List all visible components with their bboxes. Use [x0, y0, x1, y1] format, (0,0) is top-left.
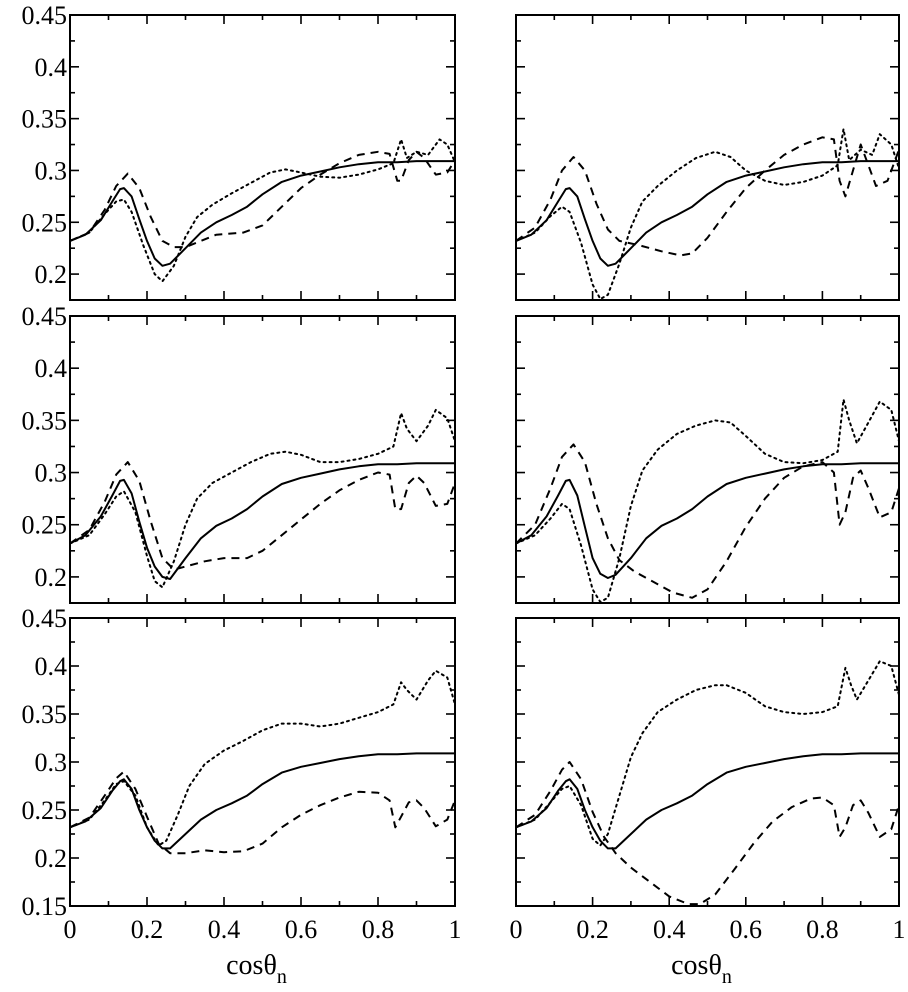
plot-frame	[515, 315, 900, 604]
y-tick-label: 0.4	[35, 652, 68, 681]
plot-frame	[515, 617, 900, 907]
x-tick-label: 0.6	[730, 915, 763, 944]
y-tick-label: 0.3	[35, 748, 68, 777]
y-tick-label: 0.15	[22, 892, 68, 921]
x-tick-label: 0.6	[285, 915, 318, 944]
series-line-dashed	[516, 443, 899, 599]
x-tick-label: 0.4	[208, 915, 241, 944]
series-line-dashed	[70, 150, 455, 249]
y-tick-label: 0.2	[35, 844, 68, 873]
series-line-dashed	[516, 136, 899, 257]
y-tick-label: 0.4	[35, 354, 68, 383]
y-tick-label: 0.3	[35, 156, 68, 185]
x-tick-label: 0	[64, 915, 77, 944]
panel-middle-left: 0.2 0.25 0.3 0.35 0.4 0.45	[22, 302, 456, 604]
series-line-solid	[70, 160, 455, 267]
series-line-solid	[516, 462, 899, 579]
x-tick-label: 0.2	[576, 915, 609, 944]
y-tick-label: 0.25	[22, 511, 68, 540]
x-tick-label: 0.4	[653, 915, 686, 944]
y-tick-label: 0.35	[22, 406, 68, 435]
series-line-dotted	[70, 408, 455, 589]
series-line-dashed	[516, 761, 899, 906]
series-line-dotted	[70, 138, 455, 283]
y-tick-label: 0.4	[35, 53, 68, 82]
series-line-solid	[70, 752, 455, 850]
y-tick-label: 0.25	[22, 796, 68, 825]
y-tick-label: 0.3	[35, 459, 68, 488]
panel-bottom-left: 0.15 0.2 0.25 0.3 0.35 0.4 0.45 0 0.2 0.4 0.6 0.8 1 c…	[22, 604, 462, 988]
y-tick-label: 0.25	[22, 208, 68, 237]
plot-frame	[69, 315, 456, 604]
y-tick-label: 0.45	[22, 302, 68, 331]
series-line-solid	[516, 160, 899, 267]
y-tick-label: 0.35	[22, 700, 68, 729]
series-line-dashed	[70, 461, 455, 571]
panel-bottom-right: 0 0.2 0.4 0.6 0.8 1 cosθn	[510, 617, 906, 988]
series-line-dotted	[516, 660, 899, 847]
series-line-solid	[516, 752, 899, 850]
y-tick-label: 0.45	[22, 1, 68, 30]
series-line-solid	[70, 462, 455, 580]
panel-top-right	[515, 14, 900, 301]
series-line-dotted	[516, 128, 899, 300]
x-tick-label: 0	[510, 915, 523, 944]
series-line-dotted	[70, 669, 455, 847]
x-tick-label: 0.8	[362, 915, 395, 944]
y-tick-label: 0.2	[35, 260, 68, 289]
x-tick-label: 1	[449, 915, 462, 944]
series-line-dashed	[70, 770, 455, 855]
x-tick-label: 0.8	[806, 915, 839, 944]
y-tick-label: 0.2	[35, 563, 68, 592]
plot-frame	[69, 14, 456, 301]
x-tick-label: 0.2	[131, 915, 164, 944]
panel-top-left: 0.2 0.25 0.3 0.35 0.4 0.45	[22, 1, 456, 301]
plot-frame	[69, 617, 456, 907]
x-axis-label: cosθn	[226, 950, 287, 988]
x-axis-label: cosθn	[671, 950, 732, 988]
plot-frame	[515, 14, 900, 301]
panel-middle-right	[515, 315, 900, 604]
y-tick-label: 0.45	[22, 604, 68, 633]
x-tick-label: 1	[893, 915, 906, 944]
y-tick-label: 0.35	[22, 105, 68, 134]
series-line-dotted	[516, 398, 899, 603]
